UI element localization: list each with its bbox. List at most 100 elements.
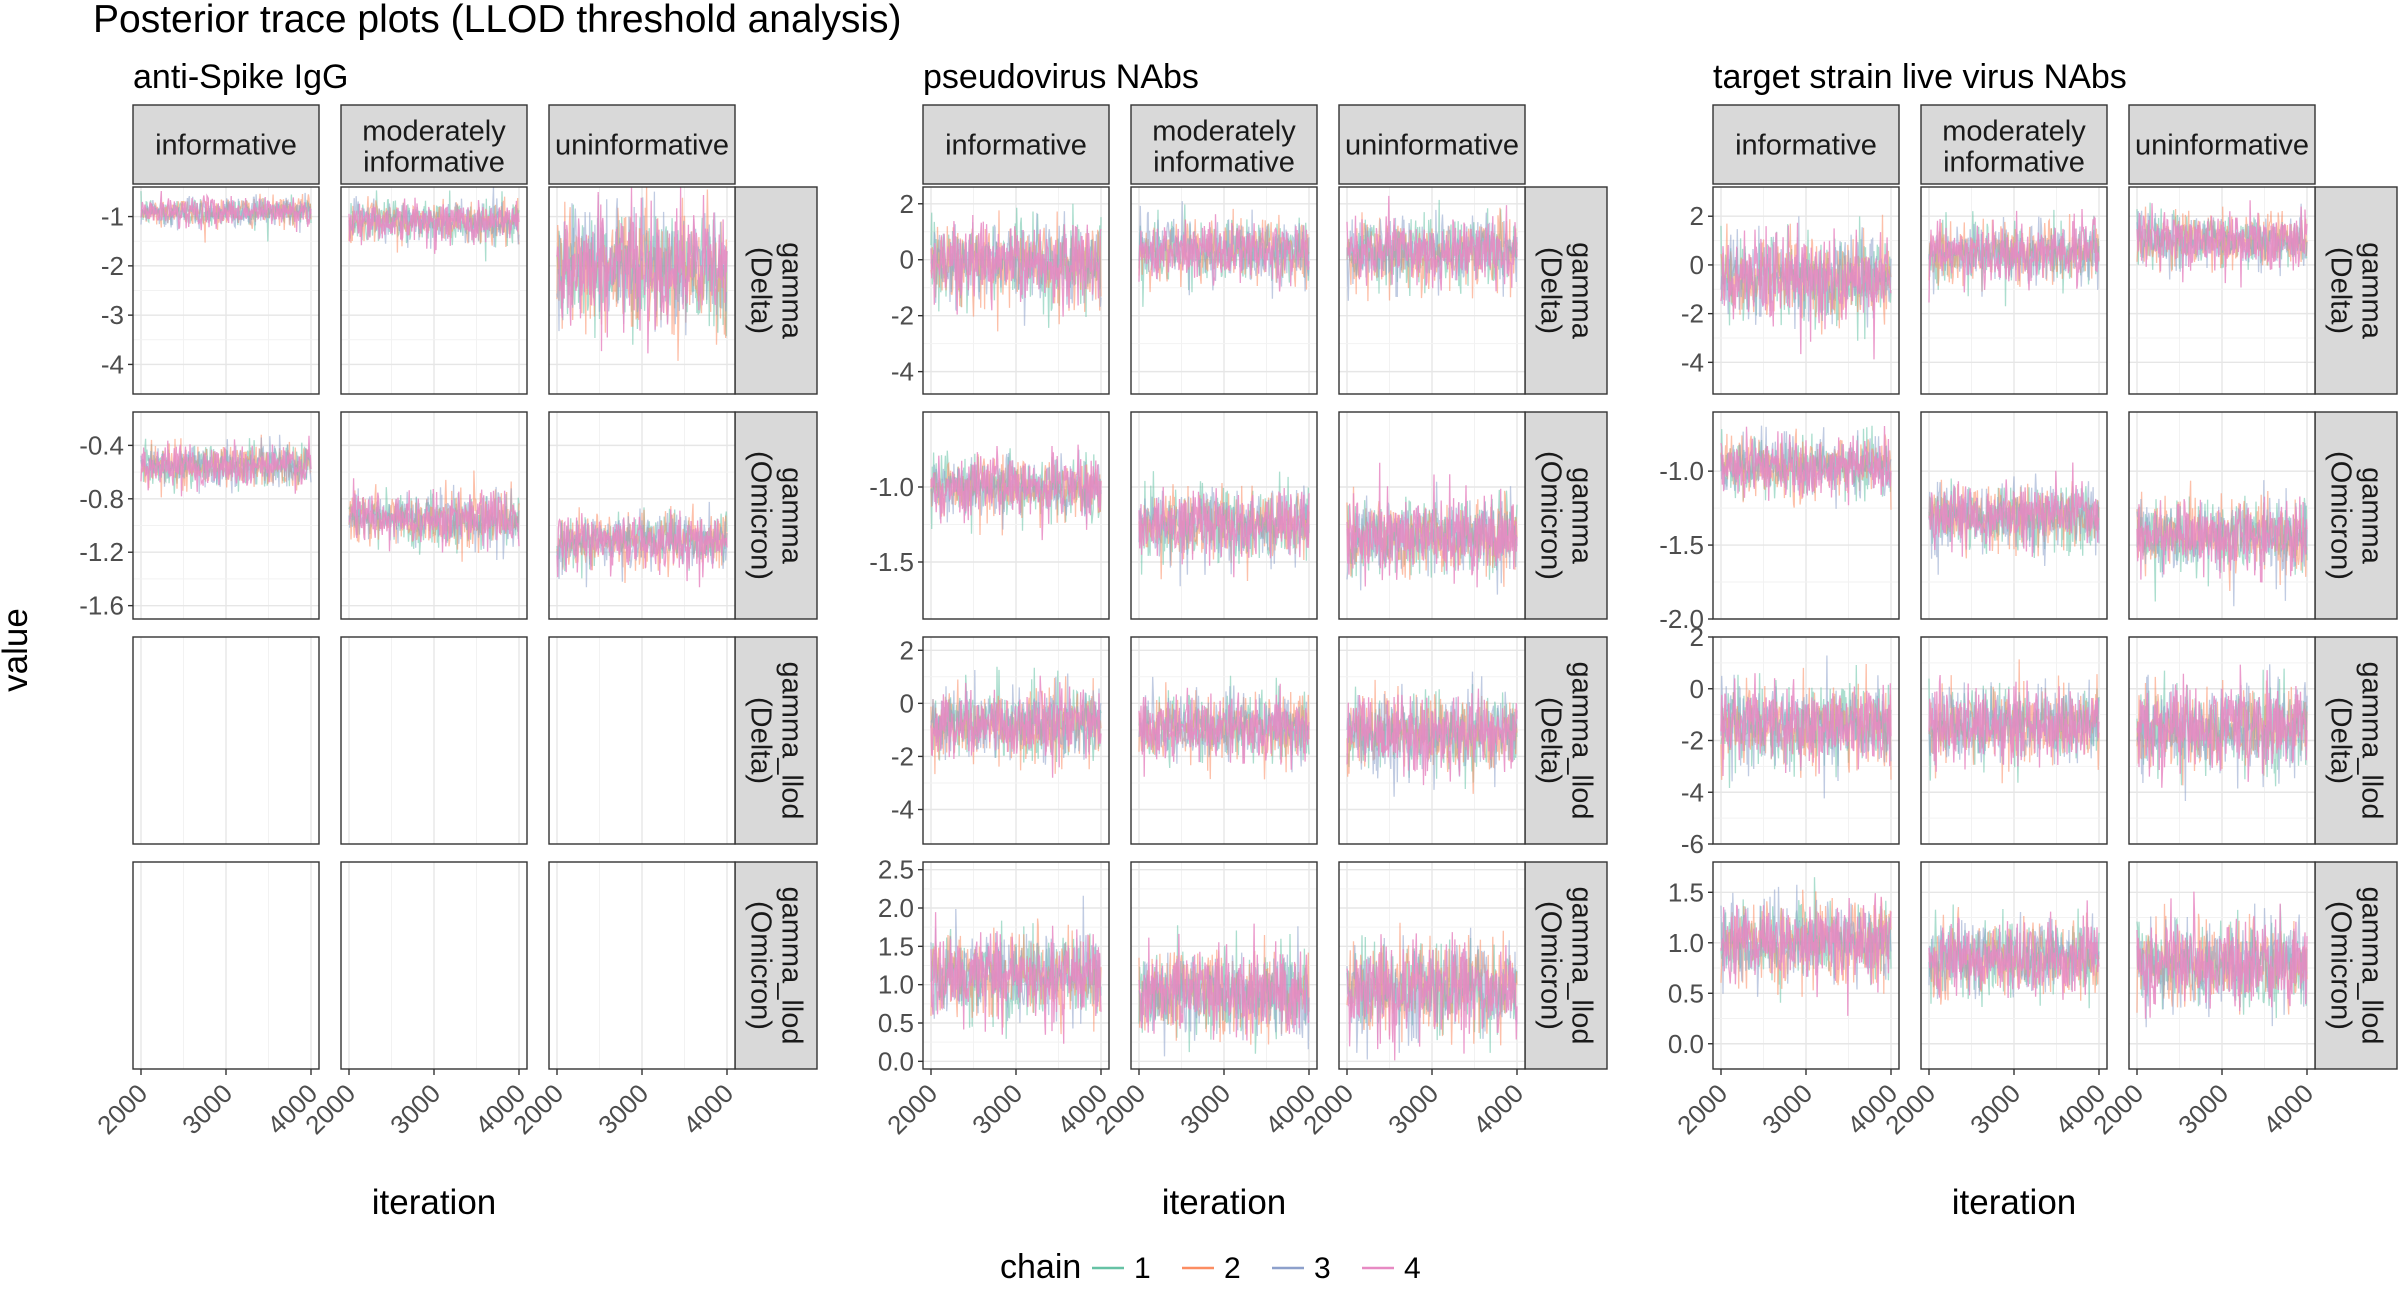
row-strip-label: gamma_llod: [1566, 662, 1598, 820]
panel-border: [548, 636, 736, 845]
column-strip-label: uninformative: [1345, 130, 1519, 162]
panel-border: [2128, 636, 2316, 845]
panel-border: [922, 636, 1110, 845]
trace-chain-4: [1138, 683, 1310, 777]
legend-title: chain: [1000, 1248, 1081, 1286]
row-strip-label: gamma: [2356, 242, 2388, 340]
row-strip: [1524, 411, 1608, 620]
y-tick-label: 2.0: [878, 893, 914, 923]
column-strip: [132, 104, 320, 185]
column-strip-label: informative: [945, 130, 1087, 162]
column-strip-label: moderately: [362, 116, 506, 148]
y-tick-label: -4: [1681, 777, 1704, 807]
row-strip-label: gamma: [2356, 467, 2388, 565]
trace-chain-4: [930, 912, 1102, 1044]
trace-chain-2: [2136, 206, 2308, 273]
x-tick-label: 2000: [1671, 1078, 1733, 1140]
x-tick-label: 4000: [677, 1078, 739, 1140]
trace-chain-4: [348, 197, 520, 254]
y-tick-label: 1.0: [1668, 928, 1704, 958]
legend-label: 1: [1134, 1252, 1151, 1285]
y-tick-label: -4: [891, 357, 914, 387]
trace-chain-4: [1346, 195, 1518, 292]
row-strip: [734, 636, 818, 845]
column-strip-label: informative: [1735, 130, 1877, 162]
trace-chain-3: [930, 895, 1102, 1029]
panel-border: [1130, 636, 1318, 845]
column-strip-label: informative: [155, 130, 297, 162]
trace-chain-4: [1138, 923, 1310, 1041]
trace-chain-4: [1720, 673, 1892, 777]
y-tick-label: -1: [101, 202, 124, 232]
row-strip-label: (Delta): [2325, 697, 2357, 784]
x-tick-label: 3000: [176, 1078, 238, 1140]
panel-border: [2128, 186, 2316, 395]
y-tick-label: -6: [1681, 829, 1704, 859]
panel-border: [1920, 411, 2108, 620]
trace-chain-4: [140, 435, 312, 497]
x-tick-label: 4000: [2257, 1078, 2319, 1140]
y-tick-label: 0.5: [1668, 978, 1704, 1008]
trace-chain-2: [556, 186, 728, 361]
panel-border: [1130, 411, 1318, 620]
y-axis-title: value: [0, 608, 35, 692]
trace-chain-4: [140, 190, 312, 233]
y-tick-label: -1.5: [869, 547, 914, 577]
legend-label: 2: [1224, 1252, 1241, 1285]
trace-chain-4: [556, 509, 728, 588]
column-strip: [340, 104, 528, 185]
y-tick-label: 0.0: [878, 1046, 914, 1076]
trace-chain-3: [556, 191, 728, 336]
trace-chain-4: [1928, 900, 2100, 1000]
y-tick-label: 0: [1690, 250, 1704, 280]
trace-chain-4: [930, 214, 1102, 317]
panel-border: [548, 411, 736, 620]
column-strip: [1338, 104, 1526, 185]
panel-border: [548, 186, 736, 395]
trace-chain-4: [1346, 688, 1518, 786]
row-strip-label: gamma_llod: [2356, 662, 2388, 820]
column-strip-label: informative: [363, 147, 505, 179]
column-strip: [922, 104, 1110, 185]
panel-border: [1712, 186, 1900, 395]
panel-border: [340, 636, 528, 845]
y-tick-label: -2: [891, 301, 914, 331]
panel-border: [1920, 636, 2108, 845]
trace-chain-4: [348, 478, 520, 553]
row-strip-label: (Omicron): [745, 451, 777, 580]
panel-border: [340, 186, 528, 395]
legend-label: 4: [1404, 1252, 1421, 1285]
row-strip-label: (Omicron): [2325, 901, 2357, 1030]
y-tick-label: 2: [900, 189, 914, 219]
row-strip-label: (Omicron): [1535, 901, 1567, 1030]
trace-chain-4: [930, 675, 1102, 778]
trace-chain-4: [1928, 208, 2100, 303]
y-tick-label: -1.5: [1659, 530, 1704, 560]
y-tick-label: -4: [101, 349, 124, 379]
row-strip-label: (Delta): [2325, 247, 2357, 334]
trace-chain-4: [1928, 462, 2100, 557]
column-strip-label: informative: [1153, 147, 1295, 179]
trace-chain-4: [1720, 222, 1892, 360]
x-tick-label: 3000: [2172, 1078, 2234, 1140]
y-tick-label: 0: [900, 245, 914, 275]
x-tick-label: 4000: [1467, 1078, 1529, 1140]
y-tick-label: -2: [1681, 299, 1704, 329]
panel-border: [922, 186, 1110, 395]
y-tick-label: 0.0: [1668, 1029, 1704, 1059]
trace-chain-4: [1720, 425, 1892, 506]
trace-chain-4: [1138, 486, 1310, 578]
y-tick-label: -4: [891, 795, 914, 825]
y-tick-label: 2: [1690, 622, 1704, 652]
y-tick-label: -2: [101, 251, 124, 281]
row-strip-label: gamma: [776, 467, 808, 565]
panel-border: [2128, 411, 2316, 620]
y-tick-label: 2.5: [878, 855, 914, 885]
trace-chain-4: [930, 444, 1102, 541]
row-strip-label: gamma_llod: [776, 662, 808, 820]
group-title: anti-Spike IgG: [133, 58, 348, 96]
column-strip-label: uninformative: [2135, 130, 2309, 162]
row-strip-label: (Delta): [745, 697, 777, 784]
trace-chain-4: [556, 186, 728, 354]
panel-border: [1338, 186, 1526, 395]
